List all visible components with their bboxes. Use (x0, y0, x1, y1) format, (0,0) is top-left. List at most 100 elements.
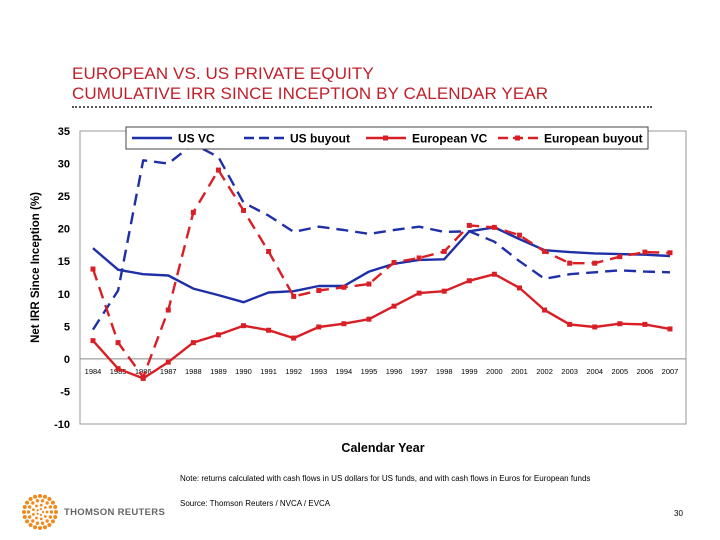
title-divider (72, 106, 652, 108)
data-point-european-buyout (241, 207, 247, 213)
data-point-european-vc (542, 307, 548, 313)
y-tick-label: 15 (58, 256, 70, 268)
data-point-european-vc (215, 332, 221, 338)
logo-dot (54, 510, 58, 514)
thomson-reuters-dot-ring-icon (22, 494, 58, 530)
data-point-european-buyout (215, 167, 221, 173)
y-axis-title: Net IRR Since Inception (%) (30, 192, 42, 343)
x-tick-label: 2006 (637, 367, 654, 376)
logo-dot (22, 510, 26, 514)
x-tick-label: 1992 (285, 367, 302, 376)
data-point-european-vc (291, 335, 297, 341)
x-tick-label: 1987 (160, 367, 177, 376)
logo-dot (36, 512, 39, 515)
data-point-european-buyout (667, 250, 673, 256)
data-point-european-buyout (115, 340, 121, 346)
x-tick-label: 2007 (662, 367, 679, 376)
logo-dot (35, 516, 38, 520)
logo-dot (33, 494, 38, 499)
logo-dot (25, 519, 30, 524)
company-logo: THOMSON REUTERS (20, 492, 165, 532)
x-tick-label: 1990 (235, 367, 252, 376)
logo-dot (22, 514, 27, 519)
data-point-european-buyout (617, 254, 623, 260)
x-tick-label: 2004 (586, 367, 603, 376)
data-point-european-buyout (567, 260, 573, 266)
logo-dot (31, 519, 35, 523)
legend-label: US buyout (290, 132, 350, 146)
data-point-european-buyout (266, 248, 272, 254)
y-tick-label: 5 (64, 321, 70, 333)
logo-dot (35, 521, 40, 525)
data-point-european-vc (617, 321, 623, 327)
page-title: EUROPEAN VS. US PRIVATE EQUITY CUMULATIV… (72, 64, 548, 104)
logo-dot (39, 517, 43, 521)
data-point-european-vc (466, 278, 472, 284)
x-tick-label: 1984 (85, 367, 102, 376)
data-point-european-vc (441, 288, 447, 294)
logo-dot (50, 519, 55, 524)
logo-dot (43, 506, 47, 509)
data-point-european-vc (266, 327, 272, 333)
data-point-european-vc (90, 338, 96, 344)
logo-dot (42, 525, 47, 530)
data-point-european-vc (416, 290, 422, 296)
logo-dot (41, 510, 45, 514)
x-tick-label: 2003 (561, 367, 578, 376)
logo-dot (33, 525, 38, 530)
logo-dot (53, 514, 58, 519)
data-point-european-buyout (441, 248, 447, 254)
x-tick-label: 1994 (336, 367, 353, 376)
data-point-european-vc (516, 285, 522, 291)
y-tick-label: 0 (64, 354, 70, 366)
title-line-1: EUROPEAN VS. US PRIVATE EQUITY (72, 64, 374, 83)
series-line-european-vc (92, 273, 671, 380)
logo-dot (35, 504, 38, 508)
logo-dot (27, 505, 32, 509)
x-tick-label: 1998 (436, 367, 453, 376)
y-tick-label: -10 (54, 419, 70, 431)
data-point-european-vc (316, 324, 322, 330)
irr-line-chart: -10 -5 0 5 10 15 20 25 30 35 Net IRR Since Incepti… (30, 126, 687, 455)
data-point-european-vc (491, 271, 497, 277)
data-point-european-vc (115, 366, 121, 372)
logo-dot (22, 505, 27, 510)
data-point-european-buyout (466, 222, 472, 228)
logo-dot (38, 494, 42, 498)
logo-dot (45, 510, 49, 514)
data-point-european-vc (165, 359, 171, 365)
data-point-european-buyout (642, 249, 648, 255)
y-tick-label: -5 (60, 386, 70, 398)
series-line-european-buyout (91, 168, 671, 379)
data-point-european-vc (366, 316, 372, 322)
x-tick-label: 1989 (210, 367, 227, 376)
data-point-european-buyout (316, 288, 322, 294)
page-number: 30 (674, 509, 683, 518)
logo-dot (50, 500, 55, 505)
y-tick-label: 35 (58, 126, 70, 138)
legend-label: European buyout (544, 132, 643, 146)
series-line-us-buyout (91, 142, 671, 331)
logo-dot (40, 521, 45, 525)
logo-dot (43, 515, 47, 518)
logo-dot (40, 499, 45, 503)
logo-dot (53, 505, 58, 510)
y-tick-label: 30 (58, 159, 70, 171)
data-point-european-buyout (291, 293, 297, 299)
x-tick-label: 1995 (361, 367, 378, 376)
logo-dot (48, 505, 53, 509)
logo-dot (38, 526, 42, 530)
series-line-us-vc (92, 226, 671, 304)
x-tick-label: 2000 (486, 367, 503, 376)
logo-dot (48, 515, 53, 519)
footnote: Note: returns calculated with cash flows… (180, 474, 591, 483)
logo-dot (36, 509, 39, 512)
data-point-european-buyout (165, 307, 171, 313)
data-point-european-buyout (341, 284, 347, 290)
logo-dot (45, 501, 49, 505)
logo-dot (32, 512, 35, 516)
logo-dot (42, 494, 47, 499)
logo-dot (32, 508, 35, 512)
x-tick-label: 1999 (461, 367, 478, 376)
logo-dot (25, 500, 30, 505)
